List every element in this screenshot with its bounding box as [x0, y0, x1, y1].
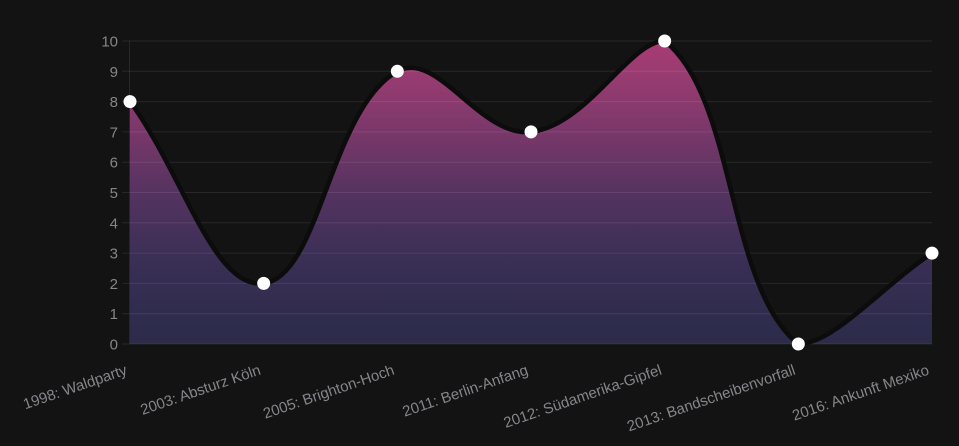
x-tick-label: 2005: Brighton-Hoch	[261, 362, 397, 423]
area-fill	[130, 41, 932, 344]
y-tick-label: 3	[110, 246, 118, 263]
y-tick-label: 9	[110, 64, 118, 81]
data-point[interactable]	[925, 246, 939, 260]
y-tick-label: 6	[110, 155, 118, 172]
data-point[interactable]	[123, 95, 137, 109]
data-points-group	[123, 34, 939, 351]
y-tick-label: 0	[110, 337, 118, 354]
x-tick-label: 1998: Waldparty	[21, 362, 130, 414]
y-tick-label: 8	[110, 94, 118, 111]
y-tick-label: 2	[110, 276, 118, 293]
y-tick-label: 5	[110, 185, 118, 202]
data-point[interactable]	[257, 276, 271, 290]
data-point[interactable]	[658, 34, 672, 48]
gridlines-group: 0 1 2 3 4 5 6 7 8 9 10	[101, 34, 932, 354]
x-tick-label: 2003: Absturz Köln	[138, 362, 263, 419]
data-point[interactable]	[524, 125, 538, 139]
y-tick-label: 10	[101, 34, 118, 51]
x-tick-label: 2016: Ankunft Mexiko	[790, 362, 931, 425]
y-tick-label: 1	[110, 306, 118, 323]
data-point[interactable]	[791, 337, 805, 351]
y-tick-label: 7	[110, 124, 118, 141]
y-tick-label: 4	[110, 215, 118, 232]
data-point[interactable]	[390, 64, 404, 78]
